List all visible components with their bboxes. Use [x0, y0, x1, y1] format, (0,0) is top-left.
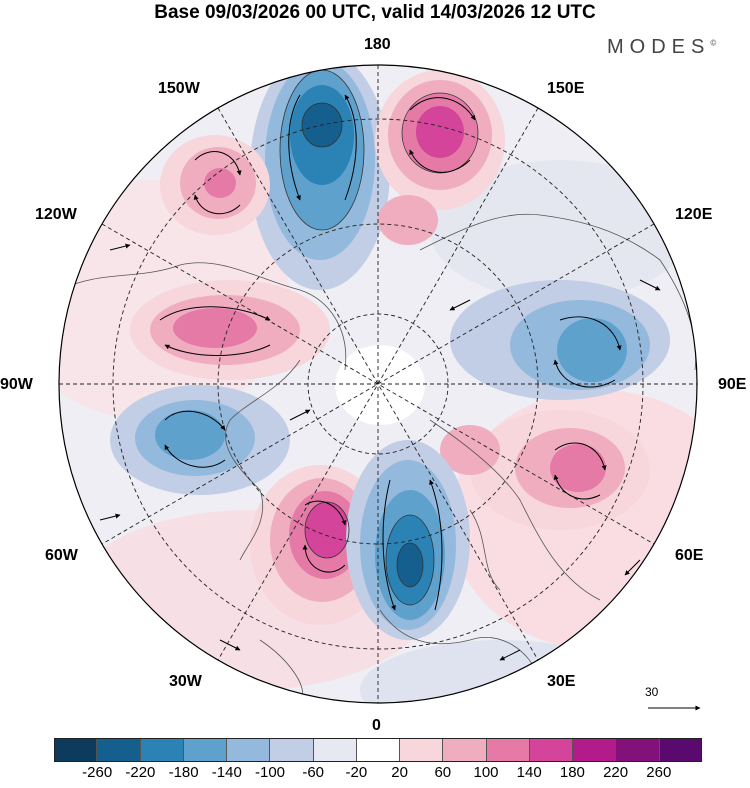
- colorbar-tick-label: 220: [603, 764, 629, 781]
- lon-label-120w: 120W: [35, 206, 77, 223]
- colorbar-swatch: [97, 738, 141, 762]
- colorbar-tick-label: 180: [559, 764, 585, 781]
- high-anomaly-60e: [440, 410, 650, 530]
- colorbar-swatch: [529, 738, 574, 762]
- colorbar-tick-label: -180: [168, 764, 199, 781]
- lon-label-120e: 120E: [675, 206, 713, 223]
- colorbar-swatch: [573, 738, 617, 762]
- colorbar-tick-label: -100: [254, 764, 286, 781]
- colorbar-swatch: [400, 738, 444, 762]
- lon-label-30w: 30W: [169, 673, 202, 690]
- brand-logo: MODES©: [607, 36, 717, 58]
- colorbar-tick-label: 100: [473, 764, 499, 781]
- colorbar-swatch: [270, 738, 314, 762]
- colorbar-tick-label: -260: [82, 764, 113, 781]
- anomaly-field: [59, 65, 697, 703]
- colorbar-tick-label: 140: [516, 764, 542, 781]
- colorbar: [54, 738, 702, 762]
- colorbar-border: [54, 738, 702, 762]
- lon-label-60w: 60W: [45, 547, 78, 564]
- low-anomaly-90e: [450, 280, 670, 400]
- colorbar-swatch: [140, 738, 184, 762]
- colorbar-tick-label: 260: [646, 764, 672, 781]
- lon-label-90w: 90W: [0, 376, 33, 393]
- colorbar-swatch: [616, 738, 660, 762]
- colorbar-tick-label: -20: [345, 764, 368, 781]
- lon-label-90e: 90E: [718, 376, 747, 393]
- colorbar-swatch: [183, 738, 228, 762]
- colorbar-swatch: [486, 738, 530, 762]
- colorbar-tick-label: 60: [434, 764, 452, 781]
- high-anomaly-150w: [160, 135, 270, 235]
- colorbar-swatch: [443, 738, 487, 762]
- colorbar-swatch: [356, 738, 401, 762]
- reference-vector-label: 30: [645, 685, 659, 699]
- lon-label-150w: 150W: [158, 80, 200, 97]
- low-anomaly-90w: [110, 385, 290, 495]
- coastlines: [59, 213, 697, 701]
- colorbar-swatch: [659, 738, 702, 762]
- colorbar-tick-label: -220: [125, 764, 156, 781]
- wind-vectors: [99, 94, 661, 661]
- colorbar-swatch: [54, 738, 98, 762]
- lon-label-180: 180: [364, 36, 391, 53]
- lon-label-30e: 30E: [547, 673, 576, 690]
- colorbar-tick-label: -140: [211, 764, 242, 781]
- lon-label-150e: 150E: [547, 80, 585, 97]
- colorbar-ticks: -260 -220 -180 -140 -100 -60 -20 20 60 100 140 180 2…: [54, 764, 702, 782]
- colorbar-tick-label: 20: [391, 764, 408, 781]
- graticule: [59, 65, 697, 703]
- low-anomaly-0e: [346, 440, 470, 640]
- colorbar-swatch: [313, 738, 357, 762]
- page-title: Base 09/03/2026 00 UTC, valid 14/03/2026…: [154, 2, 596, 23]
- high-anomaly-120w: [130, 280, 330, 380]
- colorbar-tick-label: -60: [302, 764, 325, 781]
- lon-label-0: 0: [372, 717, 381, 734]
- map-boundary: [58, 64, 698, 704]
- low-anomaly-nw: [250, 65, 390, 290]
- colorbar-swatch: [227, 738, 271, 762]
- lon-label-60e: 60E: [675, 547, 704, 564]
